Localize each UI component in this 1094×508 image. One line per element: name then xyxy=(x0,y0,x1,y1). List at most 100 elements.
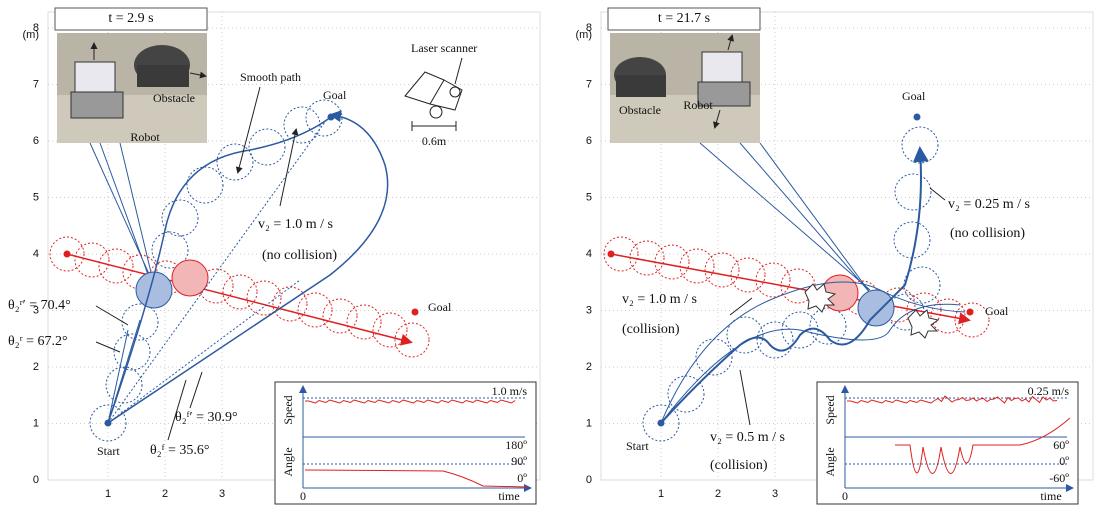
annotation: θ₂ᶠ′ = 30.9° xyxy=(175,410,238,425)
unit-label: (m) xyxy=(576,29,593,41)
laptop xyxy=(75,62,115,92)
inset-origin: 0 xyxy=(300,489,306,503)
unit-label: (m) xyxy=(23,29,40,41)
y-tick-label: 3 xyxy=(586,304,592,316)
robot-now xyxy=(858,290,894,326)
footprint xyxy=(731,258,765,292)
y-tick-label: 1 xyxy=(586,417,592,429)
obstacle-label: Obstacle xyxy=(153,91,195,105)
x-tick-label: 3 xyxy=(219,488,225,500)
annotation: (no collision) xyxy=(262,248,337,263)
inset-time-label: time xyxy=(498,489,519,503)
laser-label: Laser scanner xyxy=(411,41,477,55)
footprint xyxy=(756,263,790,297)
angle-rays xyxy=(108,115,330,423)
footprint xyxy=(655,245,689,279)
angle-tick-label: 180º xyxy=(505,438,527,452)
footprint xyxy=(955,303,989,337)
obstacle-path xyxy=(67,254,410,342)
annotation: (collision) xyxy=(622,322,680,337)
time-label: t = 2.9 s xyxy=(108,11,153,26)
footprint xyxy=(249,129,285,165)
goal xyxy=(328,114,335,121)
obstacle-goal xyxy=(412,309,419,316)
robot-label: Robot xyxy=(683,98,713,112)
inset-origin: 0 xyxy=(842,489,848,503)
annotation: (collision) xyxy=(710,458,768,473)
inset-axis-label: Angle xyxy=(281,447,295,476)
y-tick-label: 7 xyxy=(33,78,39,90)
obstacle-start xyxy=(608,251,615,258)
start xyxy=(658,420,665,427)
y-tick-label: 0 xyxy=(33,474,39,486)
obstacle-start xyxy=(64,251,71,258)
start-label: Start xyxy=(626,439,649,453)
footprint xyxy=(306,100,342,136)
x-tick-label: 3 xyxy=(772,488,778,500)
y-tick-label: 4 xyxy=(586,248,592,260)
y-tick-label: 1 xyxy=(33,417,39,429)
scanner-head xyxy=(450,87,460,97)
annotation: v₂ = 1.0 m / s xyxy=(622,292,697,307)
annotation: (no collision) xyxy=(950,226,1025,241)
goal-label: Goal xyxy=(323,88,347,102)
y-tick-label: 2 xyxy=(586,361,592,373)
angle-tick-label: 90º xyxy=(511,454,527,468)
x-tick-label: 1 xyxy=(105,488,111,500)
annotation: θ₂ᶠ = 35.6° xyxy=(150,443,210,458)
footprint xyxy=(298,293,332,327)
scale-bar xyxy=(412,121,456,131)
annotation: v₂ = 1.0 m / s xyxy=(258,217,333,232)
footprint xyxy=(668,376,704,412)
leader xyxy=(455,58,462,84)
angle-tick-label: 0º xyxy=(1059,454,1069,468)
y-tick-label: 7 xyxy=(586,78,592,90)
laptop xyxy=(702,52,742,82)
speed-ref-label: 0.25 m/s xyxy=(1028,384,1070,398)
inset-axis-label: Angle xyxy=(823,447,837,476)
footprint xyxy=(273,287,307,321)
start xyxy=(105,420,112,427)
inset-axis-label: Speed xyxy=(281,395,295,424)
x-tick-label: 2 xyxy=(715,488,721,500)
annotation: v₂ = 0.5 m / s xyxy=(710,430,785,445)
footprint xyxy=(323,299,357,333)
obstacle-body xyxy=(616,75,666,97)
leader xyxy=(238,87,260,172)
plots: 876543210123(m)t = 2.9 sObstacleRobotGoa… xyxy=(8,8,1093,504)
footprint xyxy=(894,222,930,258)
annotation: v₂ = 0.25 m / s xyxy=(948,197,1030,212)
y-tick-label: 6 xyxy=(586,135,592,147)
obstacle-label: Obstacle xyxy=(619,103,661,117)
obstacle-goal xyxy=(967,309,974,316)
y-tick-label: 6 xyxy=(33,135,39,147)
y-tick-label: 5 xyxy=(33,191,39,203)
y-tick-label: 2 xyxy=(33,361,39,373)
y-tick-label: 0 xyxy=(586,474,592,486)
figure: 876543210123(m)t = 2.9 sObstacleRobotGoa… xyxy=(0,0,1094,508)
angle-tick-label: 60º xyxy=(1053,438,1069,452)
footprint xyxy=(895,174,931,210)
pointer xyxy=(90,143,154,285)
footprint xyxy=(223,275,257,309)
footprint xyxy=(284,107,320,143)
y-tick-label: 5 xyxy=(586,191,592,203)
inset-axis-label: Speed xyxy=(823,395,837,424)
laptop-base xyxy=(71,92,123,118)
footprint xyxy=(373,313,407,347)
time-label: t = 21.7 s xyxy=(658,11,710,26)
goal-label: Goal xyxy=(428,300,452,314)
inset-time-label: time xyxy=(1040,489,1061,503)
x-tick-label: 1 xyxy=(658,488,664,500)
y-tick-label: 4 xyxy=(33,248,39,260)
obstacle-body xyxy=(137,65,189,87)
x-tick-label: 2 xyxy=(162,488,168,500)
annotation: θ₂ʳ′ = 70.4° xyxy=(8,298,71,313)
goal-label: Goal xyxy=(985,304,1009,318)
inset xyxy=(817,382,1078,504)
scale-label: 0.6m xyxy=(422,134,447,148)
goal xyxy=(914,114,921,121)
goal-label: Goal xyxy=(902,89,926,103)
robot-label: Robot xyxy=(130,130,160,144)
angle-tick-label: 0º xyxy=(517,471,527,485)
